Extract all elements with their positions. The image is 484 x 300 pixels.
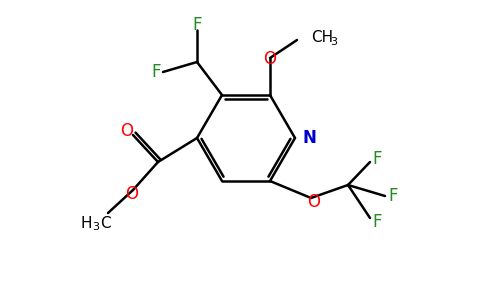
Text: N: N [303, 129, 317, 147]
Text: C: C [100, 215, 110, 230]
Text: O: O [307, 193, 320, 211]
Text: F: F [372, 213, 382, 231]
Text: O: O [125, 185, 138, 203]
Text: O: O [121, 122, 134, 140]
Text: F: F [388, 187, 398, 205]
Text: H: H [80, 215, 92, 230]
Text: F: F [192, 16, 202, 34]
Text: F: F [151, 63, 161, 81]
Text: O: O [263, 50, 276, 68]
Text: F: F [372, 150, 382, 168]
Text: 3: 3 [330, 37, 337, 47]
Text: 3: 3 [92, 222, 100, 232]
Text: CH: CH [311, 31, 333, 46]
